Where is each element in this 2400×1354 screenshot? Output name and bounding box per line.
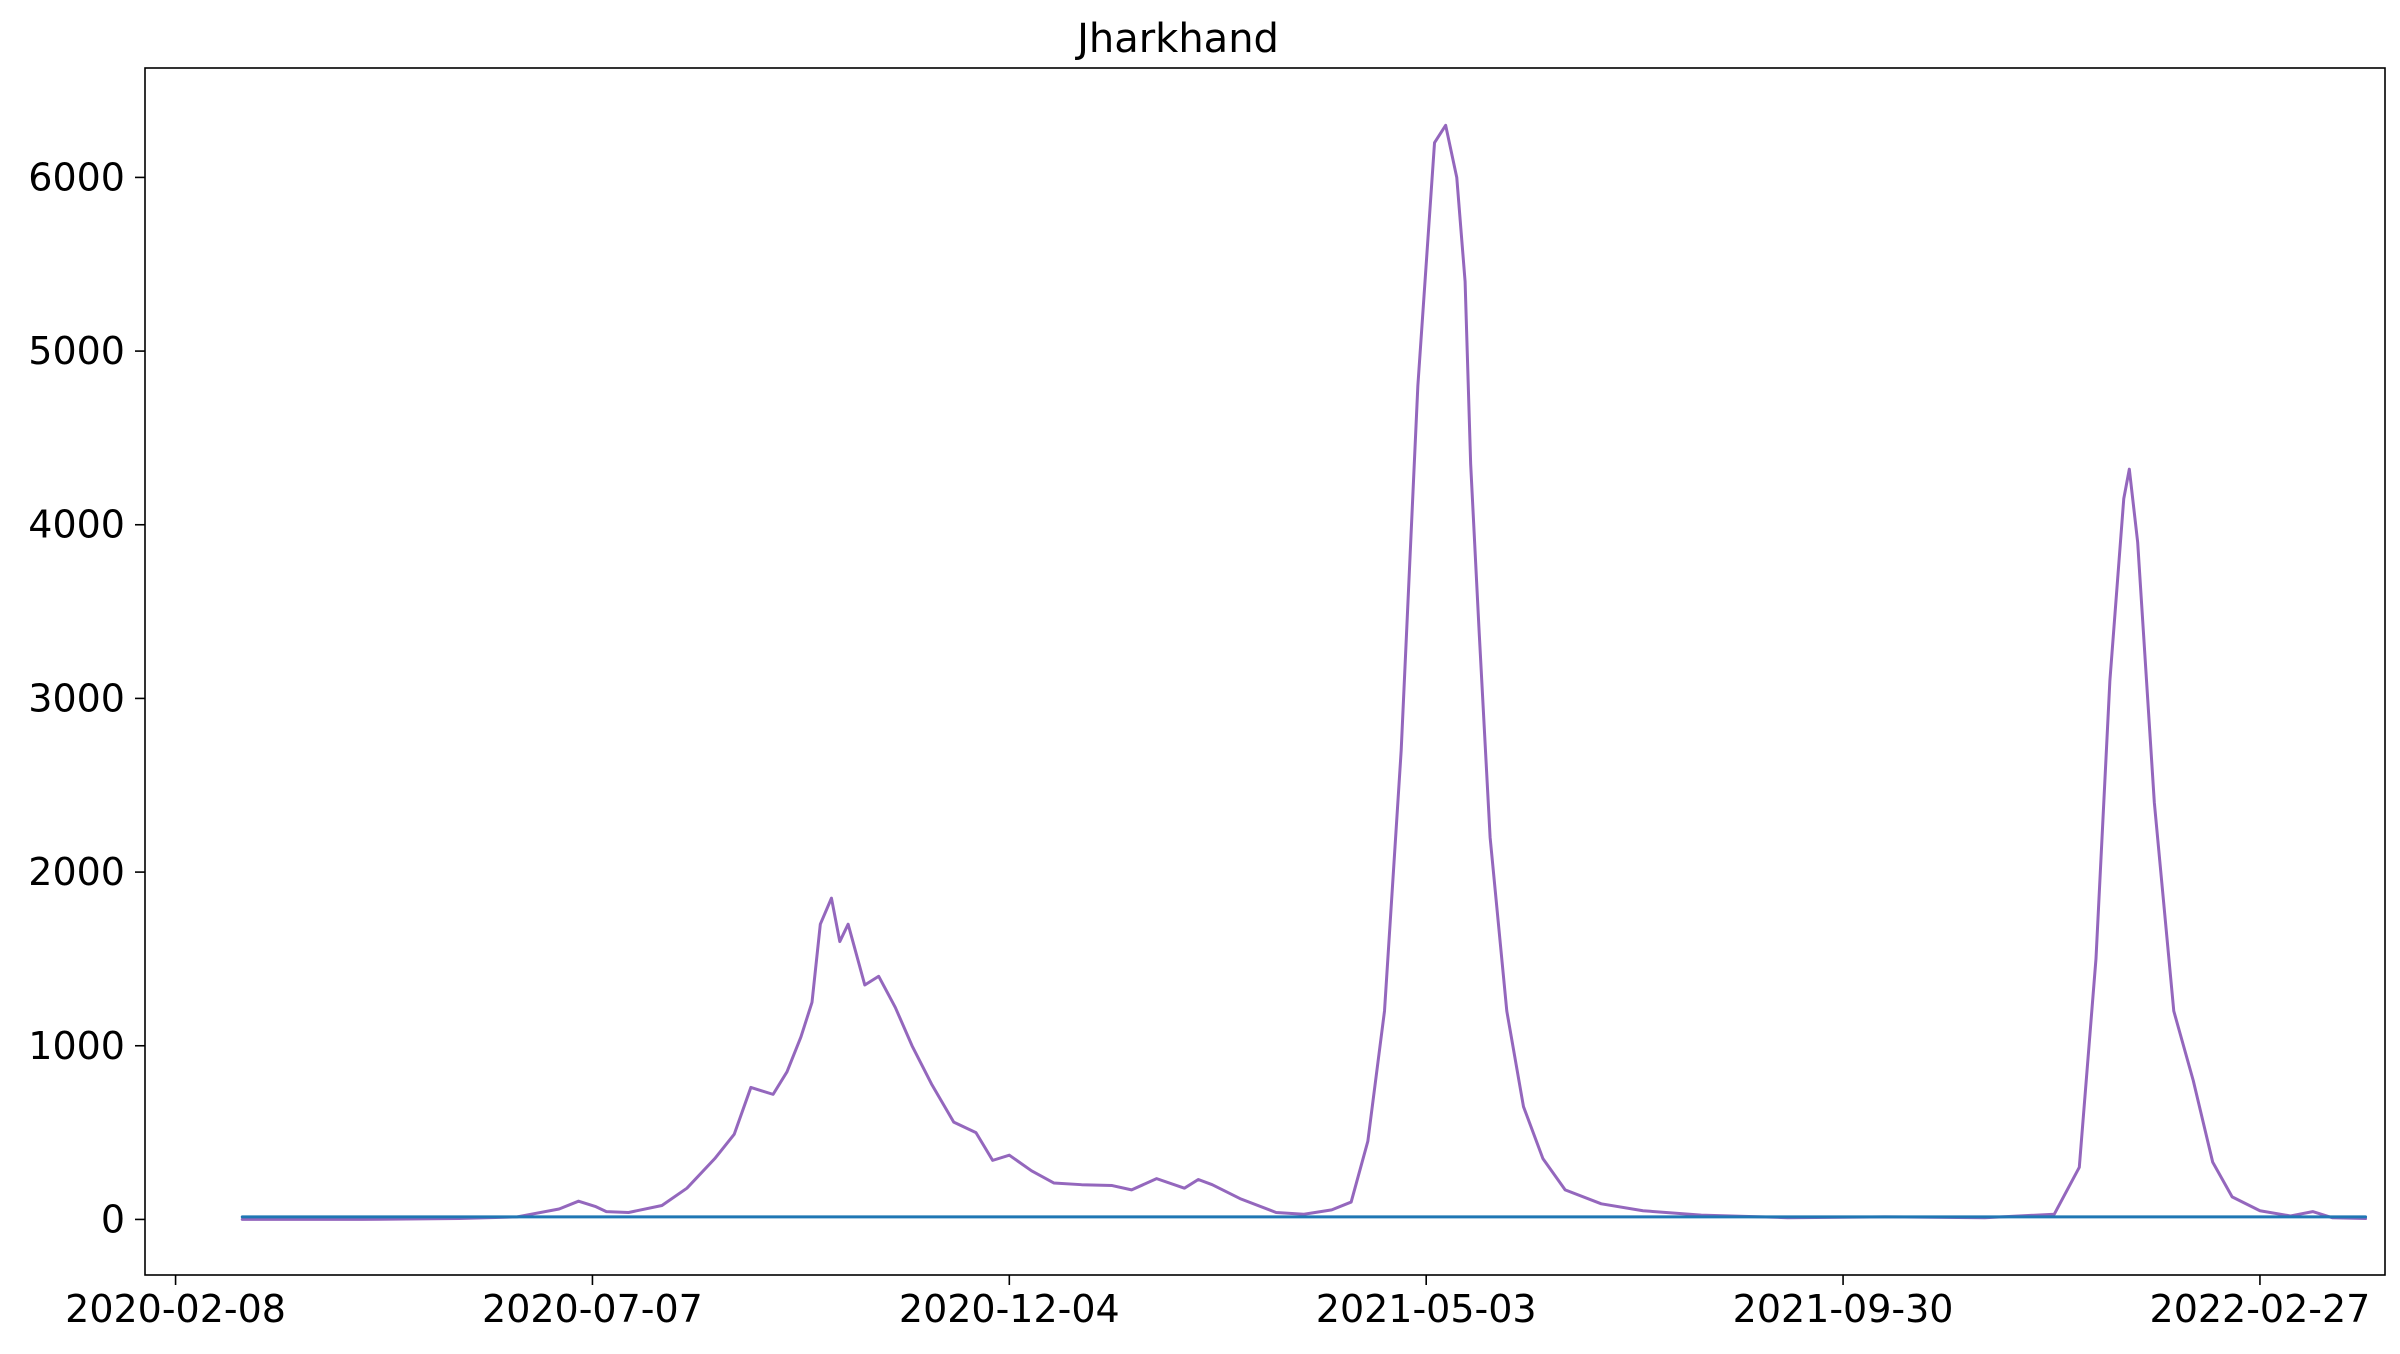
series-line-1 [240,123,2368,1221]
plot-frame [144,67,2386,1276]
x-tick-label: 2020-02-08 [65,1287,286,1331]
y-tick-label: 6000 [28,155,125,199]
x-tick-label: 2020-12-04 [899,1287,1120,1331]
series-layer [240,123,2368,1221]
chart-title: Jharkhand [1074,16,1279,62]
x-tick-label: 2020-07-07 [482,1287,703,1331]
y-tick-label: 2000 [28,850,125,894]
y-tick-label: 0 [101,1197,125,1241]
x-tick-label: 2021-09-30 [1733,1287,1954,1331]
y-tick-label: 1000 [28,1024,125,1068]
x-axis: 2020-02-08 2020-07-07 2020-12-04 2021-05-03… [65,1275,2370,1331]
y-tick-label: 4000 [28,503,125,547]
y-axis: 0 1000 2000 3000 4000 5000 6000 [28,155,145,1241]
y-tick-label: 5000 [28,329,125,373]
y-tick-label: 3000 [28,676,125,720]
x-tick-label: 2021-05-03 [1316,1287,1537,1331]
x-tick-label: 2022-02-27 [2150,1287,2371,1331]
